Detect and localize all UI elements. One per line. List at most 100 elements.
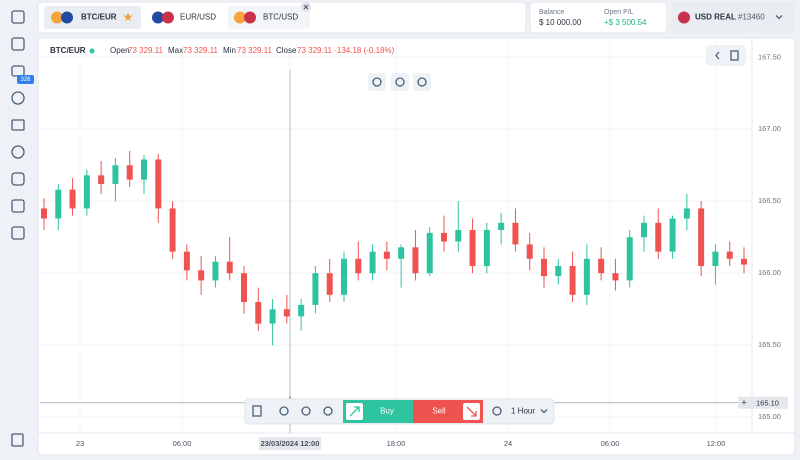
candle-body	[612, 273, 619, 281]
candle-body	[641, 222, 647, 238]
doc-icon[interactable]	[730, 50, 739, 61]
max-value: 73 329.11	[183, 46, 219, 55]
candle-body	[326, 273, 333, 295]
candle-body	[283, 309, 290, 317]
candle-body	[312, 273, 319, 305]
flag	[51, 11, 63, 24]
balance-card	[529, 1, 668, 34]
icon[interactable]	[11, 199, 25, 213]
flag	[152, 11, 164, 24]
candle-body	[255, 302, 262, 324]
candle-body	[141, 159, 147, 180]
tool-icon[interactable]	[279, 406, 289, 416]
account-currency: USD REAL	[695, 13, 736, 22]
logout-icon[interactable]	[11, 433, 24, 447]
candle-body	[69, 189, 76, 209]
y-tick-label: 166.00	[758, 268, 781, 277]
candle-body	[683, 208, 690, 219]
tab-label[interactable]: BTC/EUR	[81, 13, 117, 22]
icon[interactable]	[11, 119, 25, 131]
candle-body	[469, 230, 476, 267]
y-tick-label: 165.50	[758, 340, 781, 349]
account-card[interactable]	[671, 2, 795, 33]
tool-icon[interactable]	[301, 406, 311, 416]
x-tick-label: 24	[504, 439, 512, 448]
icon[interactable]	[11, 37, 25, 51]
icon[interactable]	[11, 226, 25, 240]
tab-label[interactable]: EUR/USD	[180, 13, 216, 22]
account-id: #13460	[738, 13, 765, 22]
candle-body	[712, 251, 719, 267]
y-tick-label: 166.50	[758, 196, 781, 205]
candle-body	[626, 237, 633, 281]
sell-label[interactable]: Sell	[432, 407, 446, 416]
candle-body	[241, 273, 247, 302]
candle-body	[655, 222, 662, 252]
dropdown-icon[interactable]	[540, 409, 548, 414]
candle-body	[698, 208, 705, 267]
min-value: 73 329.11	[237, 46, 273, 55]
crosshair-label: 165.10	[756, 398, 779, 407]
candle-body	[112, 165, 119, 184]
star[interactable]: ★	[123, 10, 134, 24]
y-tick-label: 167.00	[758, 124, 781, 133]
center-button[interactable]	[368, 73, 386, 91]
candle-body	[498, 222, 505, 231]
badge-text: 326	[20, 77, 31, 83]
icon	[395, 77, 405, 87]
x-label-highlight	[259, 437, 321, 450]
flag	[678, 11, 690, 24]
flag	[61, 11, 73, 24]
candle-body	[298, 304, 305, 317]
balance: $ 10 000.00	[539, 18, 582, 27]
sidebar: 326	[11, 10, 34, 447]
panel-buttons[interactable]	[706, 45, 746, 66]
zoom-out[interactable]	[413, 73, 431, 91]
candle-body	[583, 258, 590, 295]
candle-body	[383, 251, 390, 259]
candle-body	[183, 251, 190, 271]
flag	[234, 11, 246, 24]
candle-body	[541, 258, 547, 277]
icon[interactable]	[11, 145, 25, 159]
settings-icon[interactable]	[492, 406, 502, 416]
candle-body	[441, 232, 447, 242]
pl: +$ 3 500.54	[604, 18, 647, 27]
min-label: Min	[223, 46, 236, 55]
x-tick-label: 23	[76, 439, 84, 448]
icon	[372, 77, 382, 87]
plot: 167.50 167.00 166.50 166.00 165.50 165.00 23 06…	[40, 40, 788, 450]
status-dot	[89, 48, 95, 54]
open-label: Open	[110, 46, 130, 55]
dropdown-icon[interactable]	[775, 15, 783, 20]
candle-body	[83, 175, 90, 209]
candle-body	[569, 266, 576, 295]
close-label: Close	[276, 46, 297, 55]
icon[interactable]	[11, 10, 25, 24]
candle-body	[369, 251, 376, 274]
interval[interactable]: 1 Hour	[511, 407, 535, 416]
tool-icon[interactable]	[323, 406, 333, 416]
buy-label[interactable]: Buy	[380, 407, 394, 416]
tool-icon[interactable]	[252, 405, 262, 417]
zoom-in[interactable]	[391, 73, 409, 91]
icon[interactable]	[11, 172, 25, 186]
candle-body	[598, 258, 605, 274]
candle-body	[741, 258, 747, 265]
sell-arrow	[466, 406, 477, 417]
open-value: 73 329.11	[128, 46, 164, 55]
crosshair-plus: +	[741, 398, 746, 408]
candle-body	[212, 261, 219, 281]
icon[interactable]	[11, 91, 25, 105]
x-tick-label: 18:00	[387, 439, 406, 448]
max-label: Max	[168, 46, 183, 55]
badge	[17, 75, 34, 84]
collapse-icon[interactable]	[715, 51, 720, 60]
candle-body	[226, 261, 233, 274]
candle-body	[526, 244, 533, 259]
x-tick-label: 12:00	[707, 439, 726, 448]
y-tick-label: 167.50	[758, 52, 781, 61]
x-tick-label: 06:00	[173, 439, 192, 448]
tab-label[interactable]: BTC/USD	[263, 13, 298, 22]
close-value: 73 329.11 -134.18 (-0.18%)	[297, 46, 395, 55]
